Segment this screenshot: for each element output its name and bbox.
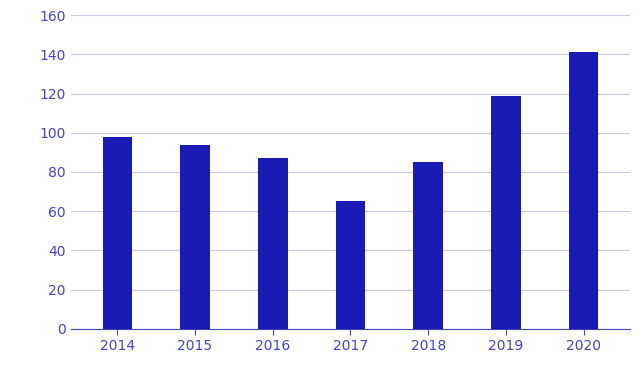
Bar xyxy=(180,144,210,329)
Bar xyxy=(491,96,521,329)
Bar xyxy=(103,137,132,329)
Bar xyxy=(258,158,287,329)
Bar xyxy=(336,201,365,329)
Bar xyxy=(413,162,443,329)
Bar xyxy=(569,53,598,329)
